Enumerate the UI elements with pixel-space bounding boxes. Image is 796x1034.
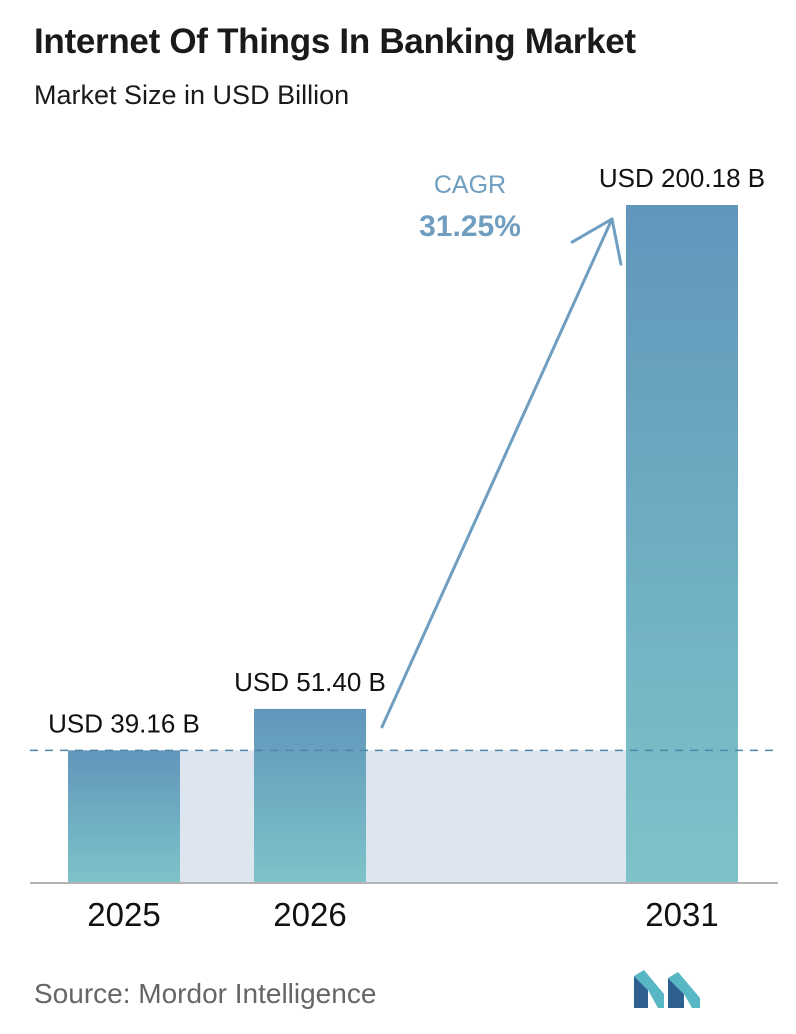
chart-canvas: CAGR 31.25% USD 39.16 B 2025 USD 51.40 B 2026… [30, 163, 778, 933]
cagr-arrow-head-icon [570, 217, 623, 266]
mordor-intelligence-logo-icon [634, 970, 700, 1008]
bar-2026 [254, 708, 366, 883]
value-label-2031: USD 200.18 B [599, 163, 765, 193]
bar-2031 [626, 205, 738, 883]
x-tick-label-2025: 2025 [87, 896, 160, 933]
chart-subtitle: Market Size in USD Billion [34, 80, 350, 110]
chart-title: Internet Of Things In Banking Market [34, 22, 636, 61]
cagr-label: CAGR [434, 171, 506, 199]
value-label-2026: USD 51.40 B [234, 667, 386, 697]
value-label-2025: USD 39.16 B [48, 708, 200, 738]
bar-2025 [68, 750, 180, 883]
x-tick-label-2031: 2031 [645, 896, 718, 933]
cagr-arrow-line [380, 217, 614, 729]
x-tick-label-2026: 2026 [273, 896, 346, 933]
source-text: Source: Mordor Intelligence [34, 978, 377, 1009]
cagr-value: 31.25% [419, 210, 521, 243]
